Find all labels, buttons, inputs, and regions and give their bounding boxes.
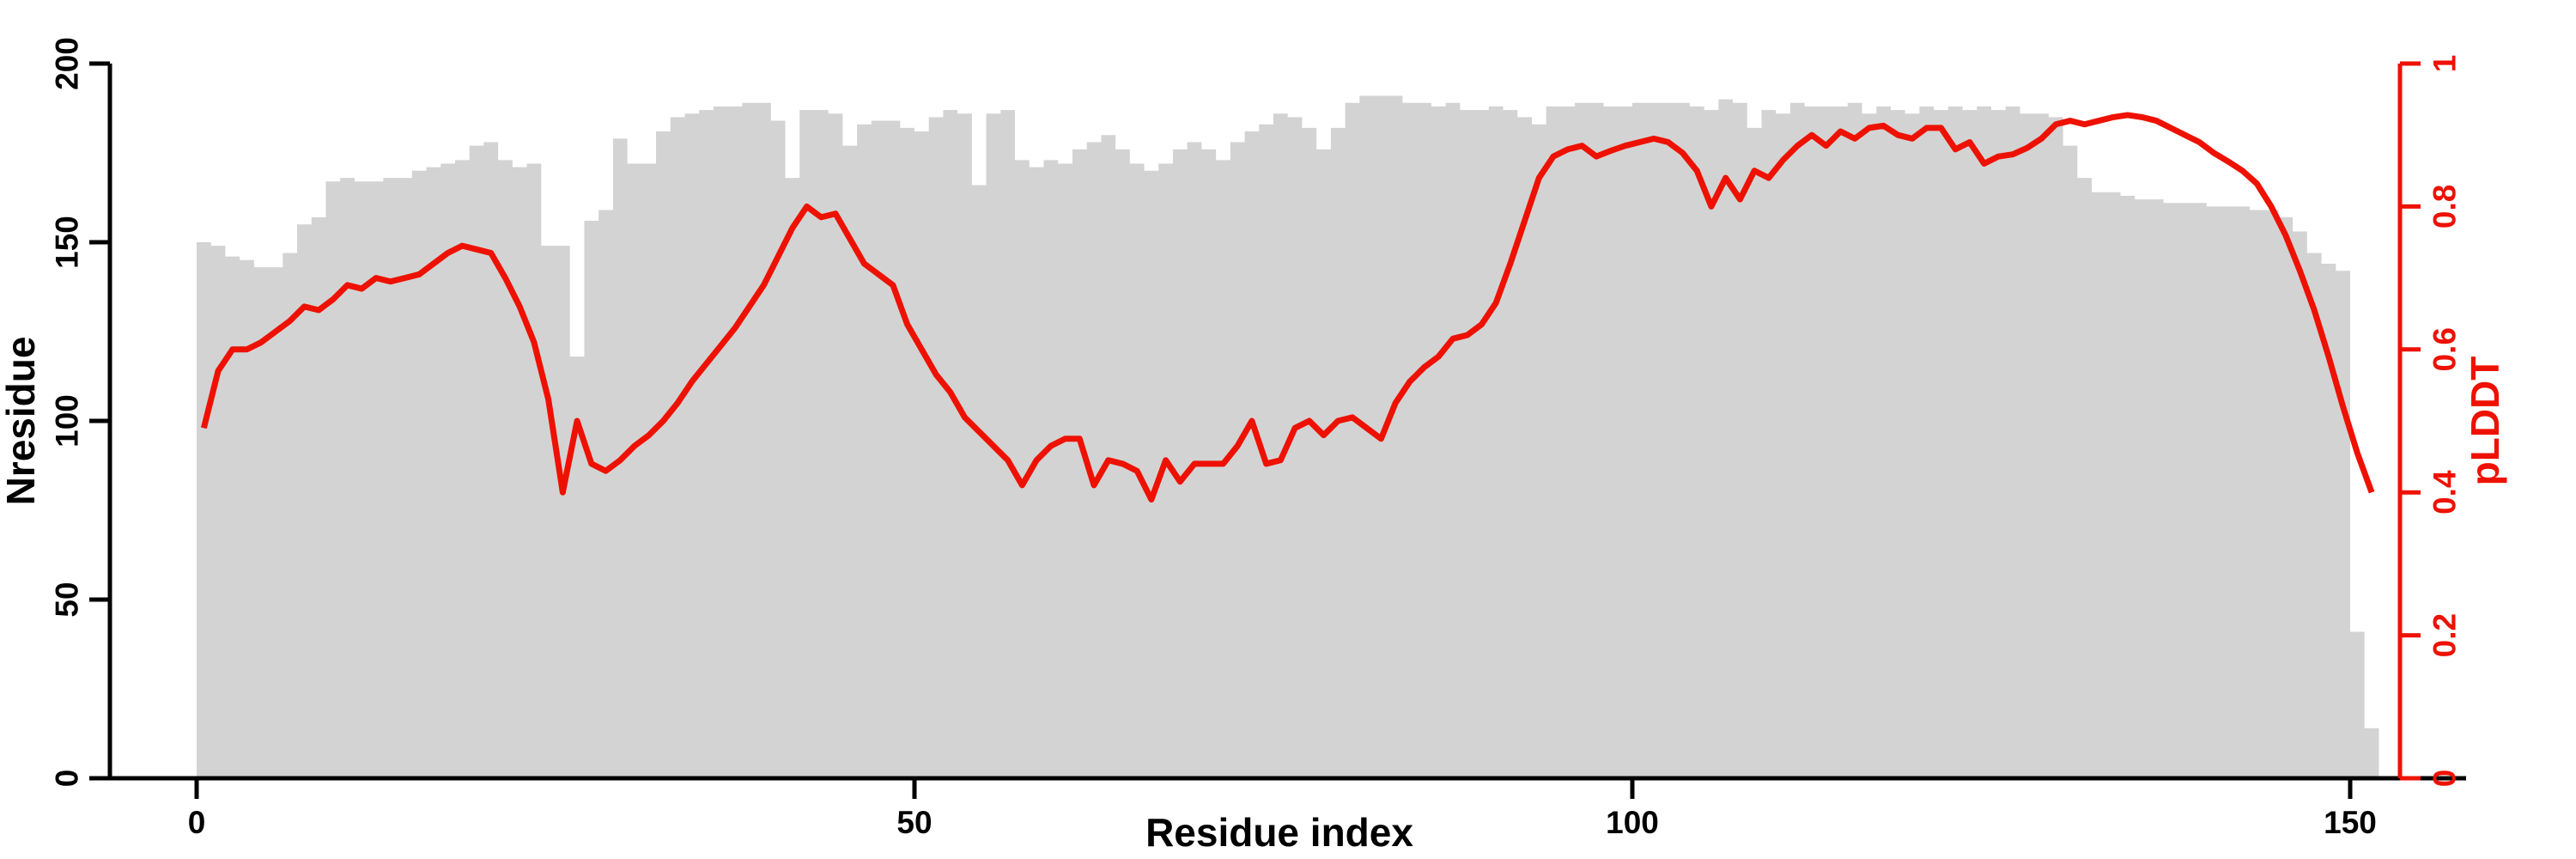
- left-axis-tick-label: 200: [50, 37, 85, 90]
- right-axis-tick-label: 0.2: [2427, 613, 2463, 657]
- right-axis-title: pLDDT: [2463, 356, 2507, 486]
- plddt-line: [200, 112, 2375, 503]
- x-axis-tick-label: 100: [1606, 805, 1659, 840]
- right-axis-tick-label: 1: [2427, 55, 2463, 73]
- x-axis-tick-label: 150: [2324, 805, 2377, 840]
- left-axis-tick-label: 50: [50, 582, 85, 617]
- left-axis-title: Nresidue: [0, 337, 43, 506]
- right-axis-tick-label: 0: [2427, 770, 2463, 788]
- right-axis-tick-label: 0.4: [2427, 470, 2463, 515]
- x-axis-tick-label: 50: [896, 805, 932, 840]
- axes: 0 50 100 150 0 50 100 150 200 0 0.2 0.4 0.6 0.8 1: [50, 37, 2466, 840]
- x-axis-tick-label: 0: [188, 805, 206, 840]
- left-axis-tick-label: 150: [50, 216, 85, 269]
- left-axis-tick-label: 100: [50, 394, 85, 448]
- plddt-line-path: [200, 112, 2375, 503]
- right-axis-tick-label: 0.6: [2427, 327, 2463, 371]
- left-axis-tick-label: 0: [50, 770, 85, 788]
- right-axis-tick-label: 0.8: [2427, 185, 2463, 228]
- x-axis-title: Residue index: [1145, 810, 1413, 855]
